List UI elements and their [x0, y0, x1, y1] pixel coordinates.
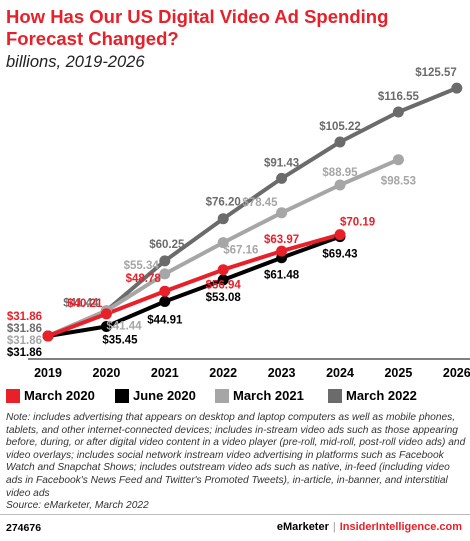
brand-emarketer: eMarketer [276, 521, 329, 533]
data-labels: $31.86 $41.44 $60.25 $76.20 $91.43 $105.22 $11… [7, 67, 457, 359]
line-chart: $31.86 $41.44 $60.25 $76.20 $91.43 $105.22 $11… [7, 67, 470, 380]
legend-item-june-2020: June 2020 [115, 388, 196, 403]
data-label: $70.19 [340, 217, 375, 229]
data-point [100, 321, 112, 332]
data-label: $48.78 [126, 273, 162, 285]
legend-item-march-2022: March 2022 [328, 388, 417, 403]
brand-insider-intelligence[interactable]: InsiderIntelligence.com [339, 521, 462, 533]
data-label: $31.86 [7, 335, 42, 347]
series-line-march-2022 [47, 86, 458, 338]
data-label: $91.43 [264, 157, 299, 169]
data-label: $40.21 [67, 298, 103, 310]
data-label: $78.45 [242, 197, 278, 209]
x-tick-label: 2026 [443, 366, 470, 380]
footnote: Note: includes advertising that appears … [6, 412, 466, 513]
data-label: $41.44 [106, 321, 142, 333]
data-label: $105.22 [319, 121, 361, 133]
data-label: $76.20 [206, 197, 241, 209]
data-label: $88.95 [322, 167, 358, 179]
data-label: $31.86 [7, 347, 42, 359]
legend-swatch [115, 388, 129, 403]
data-label: $53.08 [206, 292, 242, 304]
data-point [276, 207, 288, 219]
data-point [159, 255, 171, 267]
data-point [276, 172, 288, 184]
data-point [392, 154, 404, 166]
chart-id: 274676 [6, 522, 42, 534]
data-label: $56.94 [206, 280, 242, 292]
data-label: $44.91 [147, 315, 183, 327]
data-point [100, 308, 112, 320]
data-label: $31.86 [7, 323, 42, 335]
brand-separator: | [332, 521, 336, 533]
x-tick-label: 2024 [326, 366, 354, 380]
data-point [334, 229, 346, 241]
data-label: $35.45 [102, 335, 138, 347]
data-label: $69.43 [322, 249, 357, 261]
note-text: Note: includes advertising that appears … [6, 412, 466, 499]
data-point [334, 136, 346, 148]
x-tick-label: 2022 [209, 366, 237, 380]
legend-label: March 2021 [233, 388, 304, 403]
series-line-march-2020 [47, 232, 341, 338]
data-point [42, 330, 54, 342]
data-point [451, 82, 463, 94]
data-label: $98.53 [381, 176, 416, 188]
series-points [42, 82, 463, 342]
legend-label: March 2020 [24, 388, 95, 403]
source-text: Source: eMarketer, March 2022 [6, 500, 149, 512]
data-label: $41.44 [63, 298, 99, 310]
legend-label: March 2022 [346, 388, 417, 403]
data-point [217, 237, 229, 249]
data-point [159, 285, 171, 297]
chart-subtitle: billions, 2019-2026 [6, 53, 145, 71]
data-label: $67.16 [223, 245, 258, 257]
legend-item-march-2020: March 2020 [6, 388, 95, 403]
chart-title: How Has Our US Digital Video Ad Spending… [6, 6, 389, 49]
data-label: $61.48 [264, 270, 300, 282]
data-point [217, 274, 229, 286]
x-tick-label: 2023 [268, 366, 296, 380]
data-point [159, 296, 171, 307]
data-label: $55.34 [124, 260, 160, 272]
legend-swatch [6, 388, 20, 403]
series-line-june-2020 [47, 234, 341, 338]
footer-brand: eMarketer | InsiderIntelligence.com [277, 521, 462, 533]
legend-label: June 2020 [133, 388, 196, 403]
data-point [217, 213, 229, 225]
data-point [159, 268, 171, 280]
data-label: $60.25 [149, 239, 185, 251]
legend: March 2020 June 2020 March 2021 March 20… [6, 388, 466, 408]
x-tick-label: 2021 [151, 366, 179, 380]
footer-divider [0, 514, 470, 515]
legend-swatch [328, 388, 342, 403]
data-point [334, 179, 346, 191]
data-label: $63.97 [264, 234, 299, 246]
x-tick-label: 2020 [92, 366, 120, 380]
x-tick-labels: 2019 2020 2021 2022 2023 2024 2025 2026 [34, 366, 470, 380]
data-label: $125.57 [415, 67, 457, 79]
data-point [392, 106, 404, 118]
series-lines [47, 86, 458, 338]
legend-item-march-2021: March 2021 [215, 388, 304, 403]
x-tick-label: 2019 [34, 366, 62, 380]
data-label: $116.55 [378, 91, 420, 103]
x-tick-label: 2025 [384, 366, 412, 380]
legend-swatch [215, 388, 229, 403]
data-point [276, 245, 288, 257]
data-point [217, 264, 229, 276]
data-label: $31.86 [7, 311, 42, 323]
